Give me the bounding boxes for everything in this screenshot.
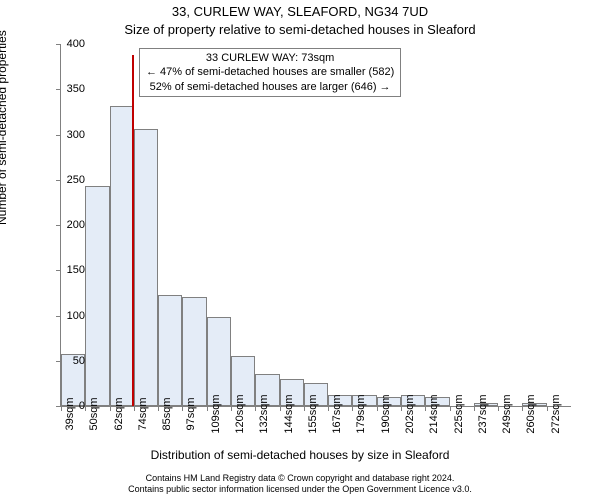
xtick-label: 74sqm <box>137 397 149 430</box>
xtick-label: 225sqm <box>453 394 465 433</box>
ytick-label: 250 <box>67 174 85 186</box>
xtick-mark <box>207 406 208 411</box>
xtick-mark <box>85 406 86 411</box>
xtick-label: 237sqm <box>477 394 489 433</box>
xtick-mark <box>110 406 111 411</box>
histogram-bar <box>110 106 134 406</box>
xtick-mark <box>304 406 305 411</box>
ytick-label: 200 <box>67 219 85 231</box>
ytick-mark <box>56 361 61 362</box>
xtick-label: 249sqm <box>501 394 513 433</box>
xtick-mark <box>450 406 451 411</box>
xtick-label: 214sqm <box>428 394 440 433</box>
xtick-label: 190sqm <box>380 394 392 433</box>
ytick-label: 300 <box>67 129 85 141</box>
xtick-label: 120sqm <box>234 394 246 433</box>
xtick-label: 97sqm <box>185 397 197 430</box>
histogram-bar <box>158 295 182 406</box>
xtick-label: 202sqm <box>404 394 416 433</box>
ytick-mark <box>56 225 61 226</box>
xtick-label: 62sqm <box>113 397 125 430</box>
ytick-label: 100 <box>67 310 85 322</box>
xtick-label: 179sqm <box>355 394 367 433</box>
ytick-mark <box>56 270 61 271</box>
annotation-line3: 52% of semi-detached houses are larger (… <box>146 80 394 94</box>
xtick-label: 260sqm <box>525 394 537 433</box>
xtick-mark <box>61 406 62 411</box>
ytick-mark <box>56 316 61 317</box>
ytick-label: 350 <box>67 83 85 95</box>
xtick-mark <box>377 406 378 411</box>
xtick-label: 272sqm <box>550 394 562 433</box>
annotation-line2: ← 47% of semi-detached houses are smalle… <box>146 65 394 79</box>
ytick-label: 150 <box>67 264 85 276</box>
xtick-mark <box>280 406 281 411</box>
xtick-mark <box>158 406 159 411</box>
xtick-mark <box>352 406 353 411</box>
chart-subtitle: Size of property relative to semi-detach… <box>0 22 600 37</box>
ytick-mark <box>56 44 61 45</box>
xtick-label: 132sqm <box>258 394 270 433</box>
footer-attribution: Contains HM Land Registry data © Crown c… <box>0 473 600 496</box>
xtick-mark <box>425 406 426 411</box>
histogram-bar <box>207 317 231 406</box>
bars-layer <box>61 44 571 406</box>
xtick-mark <box>231 406 232 411</box>
annotation-box: 33 CURLEW WAY: 73sqm ← 47% of semi-detac… <box>139 48 401 97</box>
annotation-line1: 33 CURLEW WAY: 73sqm <box>146 51 394 65</box>
xtick-label: 39sqm <box>64 397 76 430</box>
reference-marker <box>132 55 134 406</box>
xtick-mark <box>401 406 402 411</box>
xtick-mark <box>474 406 475 411</box>
xtick-label: 50sqm <box>88 397 100 430</box>
chart-title: 33, CURLEW WAY, SLEAFORD, NG34 7UD <box>0 4 600 19</box>
xtick-mark <box>498 406 499 411</box>
xtick-mark <box>182 406 183 411</box>
footer-line2: Contains public sector information licen… <box>0 484 600 496</box>
ytick-mark <box>56 135 61 136</box>
xtick-label: 155sqm <box>307 394 319 433</box>
xtick-mark <box>522 406 523 411</box>
histogram-bar <box>182 297 206 406</box>
xtick-label: 167sqm <box>331 394 343 433</box>
xtick-mark <box>134 406 135 411</box>
ytick-label: 50 <box>73 355 85 367</box>
chart-container: 33, CURLEW WAY, SLEAFORD, NG34 7UD Size … <box>0 0 600 500</box>
y-axis-label: Number of semi-detached properties <box>0 30 9 225</box>
histogram-bar <box>85 186 109 406</box>
xtick-label: 109sqm <box>210 394 222 433</box>
xtick-mark <box>255 406 256 411</box>
footer-line1: Contains HM Land Registry data © Crown c… <box>0 473 600 485</box>
xtick-label: 144sqm <box>283 394 295 433</box>
histogram-bar <box>134 129 158 406</box>
ytick-label: 400 <box>67 38 85 50</box>
xtick-label: 85sqm <box>161 397 173 430</box>
plot-area: 33 CURLEW WAY: 73sqm ← 47% of semi-detac… <box>60 44 571 407</box>
ytick-label: 0 <box>79 400 85 412</box>
x-axis-label: Distribution of semi-detached houses by … <box>0 448 600 462</box>
ytick-mark <box>56 89 61 90</box>
xtick-mark <box>328 406 329 411</box>
xtick-mark <box>547 406 548 411</box>
ytick-mark <box>56 180 61 181</box>
